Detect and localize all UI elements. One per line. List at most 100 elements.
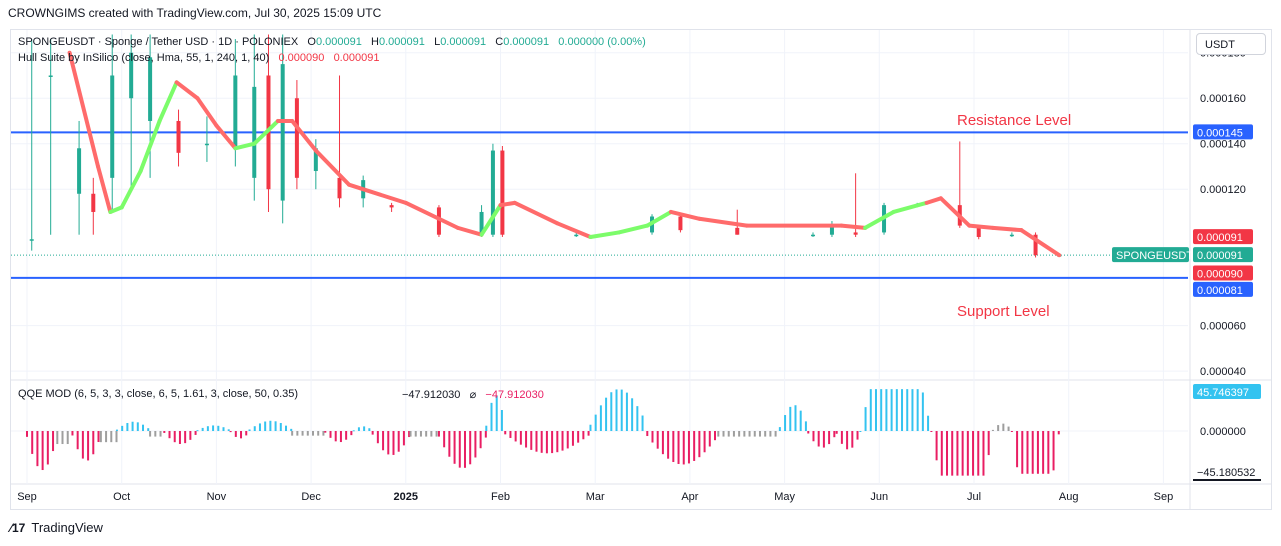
- candle-body: [735, 227, 740, 235]
- qqe-bar: [435, 431, 438, 437]
- qqe-bar: [248, 429, 251, 431]
- hull-title[interactable]: Hull Suite by InSilico (close, Hma, 55, …: [18, 52, 270, 64]
- qqe-bar: [296, 431, 299, 436]
- qqe-bar: [154, 431, 157, 437]
- qqe-bar: [566, 431, 569, 449]
- qqe-bar: [991, 429, 994, 431]
- close-value: 0.000091: [503, 36, 550, 48]
- candle-body: [479, 211, 484, 235]
- hull-high-badge-bg: [1193, 229, 1253, 245]
- qqe-bar: [880, 389, 883, 431]
- hull-segment: [119, 169, 143, 210]
- time-tick-label: Sep: [1154, 491, 1174, 503]
- qqe-bar: [509, 431, 512, 438]
- candle-body: [1009, 234, 1014, 237]
- hull-segment: [346, 182, 408, 205]
- qqe-bar: [71, 431, 74, 436]
- hull-segment: [863, 209, 896, 230]
- qqe-bar: [738, 431, 741, 437]
- hull-segment: [174, 80, 200, 101]
- qqe-bar: [206, 426, 209, 431]
- qqe-bar: [672, 431, 675, 463]
- qqe-bar: [194, 431, 197, 435]
- qqe-bar: [334, 431, 337, 442]
- candle-body: [280, 64, 285, 201]
- qqe-bar: [708, 431, 711, 447]
- time-tick-label: Apr: [681, 491, 698, 503]
- qqe-bar: [131, 421, 134, 431]
- symbol-title[interactable]: SPONGEUSDT · Sponge / Tether USD · 1D · …: [18, 36, 299, 48]
- time-tick-label: Nov: [207, 491, 227, 503]
- qqe-bar: [778, 427, 781, 431]
- qqe-bar: [921, 392, 924, 431]
- qqe-bar: [930, 431, 933, 432]
- qqe-bar: [682, 431, 685, 465]
- qqe-bar: [1036, 431, 1039, 474]
- qqe-bar: [352, 430, 355, 432]
- candle-body: [48, 75, 53, 77]
- hull-segment: [588, 230, 621, 239]
- price-tick-label: 0.000140: [1200, 139, 1246, 151]
- qqe-bar: [610, 392, 613, 431]
- qqe-bar: [258, 423, 261, 431]
- qqe-bar: [753, 431, 756, 437]
- hull-segment: [938, 196, 972, 228]
- qqe-bar: [324, 431, 327, 433]
- qqe-bar: [769, 431, 772, 437]
- qqe-bar: [264, 421, 267, 431]
- qqe-bar: [87, 431, 90, 461]
- low-value: 0.000091: [440, 36, 487, 48]
- qqe-bar: [589, 424, 592, 431]
- candle-body: [204, 143, 209, 146]
- qqe-bar: [184, 431, 187, 444]
- qqe-bar: [201, 427, 204, 431]
- qqe-bar: [828, 431, 831, 445]
- qqe-bar: [437, 431, 440, 437]
- candle-body: [500, 150, 505, 235]
- last-price-badge: 0.000091: [1197, 250, 1243, 262]
- qqe-bar: [115, 429, 118, 431]
- candle-body: [976, 227, 981, 237]
- qqe-bar: [835, 431, 838, 434]
- qqe-bar: [911, 389, 914, 431]
- qqe-bar: [620, 389, 623, 431]
- qqe-bar: [519, 431, 522, 445]
- qqe-bar: [615, 389, 618, 431]
- qqe-value-1: −47.912030: [402, 389, 461, 401]
- qqe-bar: [545, 431, 548, 454]
- hull-segment: [67, 50, 101, 169]
- candle-body: [678, 216, 683, 231]
- resistance-price-badge: 0.000145: [1197, 127, 1243, 139]
- currency-selector[interactable]: USDT: [1196, 33, 1266, 55]
- hull-segment: [924, 196, 943, 205]
- brand-name: TradingView: [31, 520, 103, 535]
- qqe-title[interactable]: QQE MOD (6, 5, 3, 3, close, 6, 5, 1.61, …: [18, 388, 299, 400]
- qqe-bar: [322, 431, 325, 436]
- qqe-bar: [812, 431, 815, 442]
- qqe-bar: [105, 431, 108, 443]
- support-resistance-lines: [11, 131, 1188, 279]
- qqe-bar: [804, 421, 807, 431]
- qqe-bar: [927, 415, 930, 431]
- qqe-bar: [126, 423, 129, 431]
- hull-segment: [108, 205, 124, 214]
- qqe-bar: [92, 431, 95, 455]
- qqe-bar: [173, 431, 176, 443]
- hull-segment: [697, 216, 749, 228]
- hull-segment: [498, 200, 517, 208]
- candle-body: [853, 232, 858, 235]
- price-badges: 0.000145 0.000091 0.000091 0.000090 0.000081…: [1112, 124, 1261, 481]
- qqe-bar: [339, 431, 342, 443]
- candle-body: [829, 225, 834, 235]
- qqe-bar: [463, 431, 466, 468]
- qqe-bar: [651, 431, 654, 443]
- hull-segment: [138, 118, 162, 174]
- qqe-bar: [646, 431, 649, 437]
- qqe-bar: [693, 431, 696, 461]
- qqe-bar: [485, 425, 488, 431]
- qqe-bar: [409, 431, 412, 437]
- qqe-bar: [61, 431, 64, 445]
- time-tick-label: Feb: [491, 491, 510, 503]
- qqe-bar: [453, 431, 456, 464]
